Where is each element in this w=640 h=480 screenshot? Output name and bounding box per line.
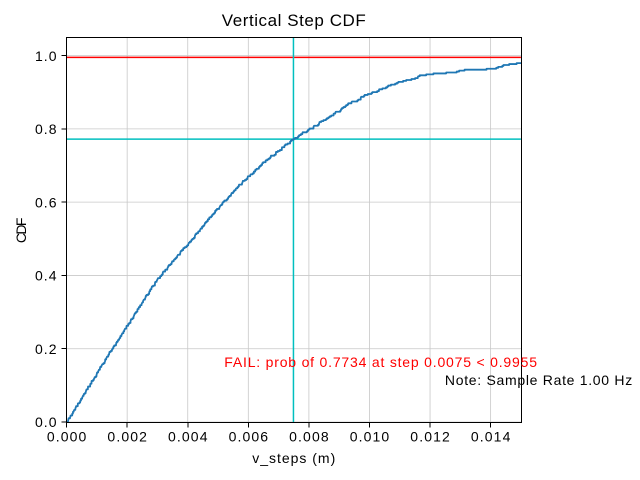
svg-text:0.4: 0.4 xyxy=(35,268,57,284)
svg-text:0.006: 0.006 xyxy=(229,429,269,445)
svg-text:0.6: 0.6 xyxy=(35,194,57,210)
svg-text:0.014: 0.014 xyxy=(471,429,511,445)
svg-text:Vertical Step CDF: Vertical Step CDF xyxy=(222,11,366,30)
svg-text:Note: Sample Rate 1.00 Hz: Note: Sample Rate 1.00 Hz xyxy=(445,372,632,388)
svg-text:0.004: 0.004 xyxy=(168,429,208,445)
svg-text:0.008: 0.008 xyxy=(289,429,329,445)
svg-text:0.8: 0.8 xyxy=(35,121,57,137)
svg-text:0.010: 0.010 xyxy=(350,429,390,445)
svg-text:0.000: 0.000 xyxy=(47,429,87,445)
svg-text:FAIL: prob of 0.7734 at step 0: FAIL: prob of 0.7734 at step 0.0075 < 0.… xyxy=(224,354,537,370)
svg-text:0.002: 0.002 xyxy=(107,429,147,445)
svg-text:0.2: 0.2 xyxy=(35,341,57,357)
svg-text:1.0: 1.0 xyxy=(35,48,57,64)
svg-text:v_steps (m): v_steps (m) xyxy=(252,450,335,466)
svg-text:0.012: 0.012 xyxy=(410,429,450,445)
svg-text:0.0: 0.0 xyxy=(35,414,57,430)
svg-text:CDF: CDF xyxy=(13,218,29,244)
